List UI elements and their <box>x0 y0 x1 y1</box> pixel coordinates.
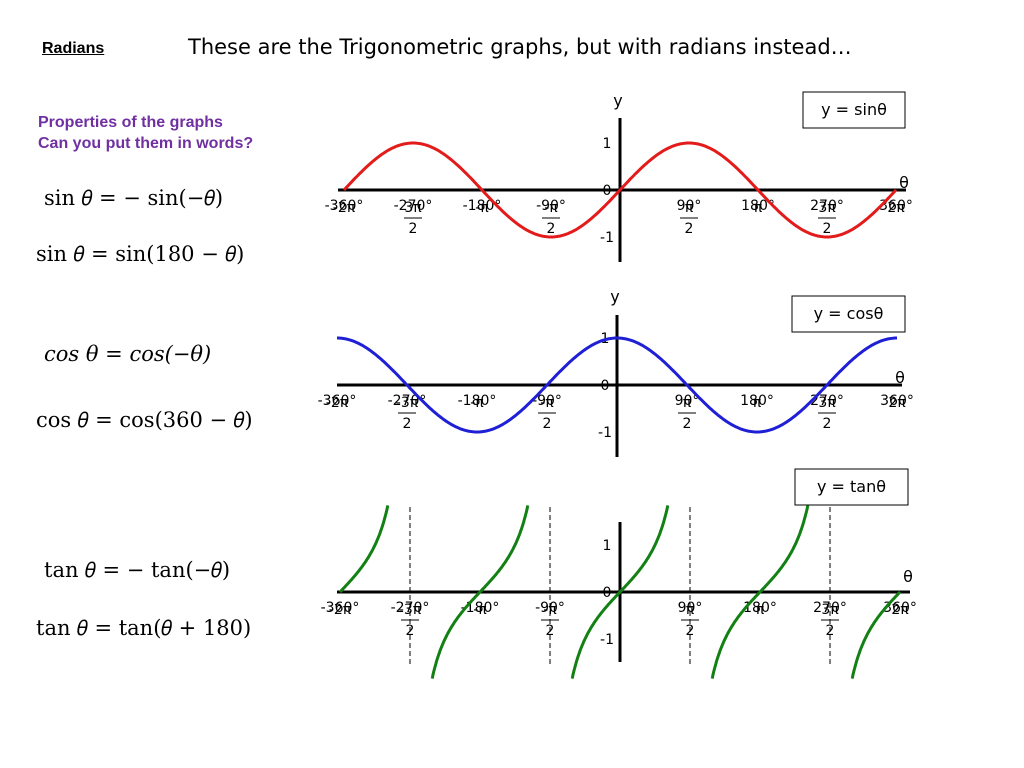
tan-x-tick-radian-numerator: π <box>686 602 695 618</box>
cos-x-tick-radian-denominator: 2 <box>543 416 552 432</box>
sin-y-tick-label: 1 <box>603 136 612 152</box>
page-title: These are the Trigonometric graphs, but … <box>188 35 852 59</box>
cos-y-tick-label: -1 <box>598 425 612 441</box>
sin-x-tick-radian-denominator: 2 <box>547 221 556 237</box>
tan-x-tick-radian: -π <box>473 602 487 618</box>
tan-y-tick-label: -1 <box>600 632 614 648</box>
cos-x-tick-degree: -90° <box>532 393 562 409</box>
cos-label-box <box>791 295 906 333</box>
tan-x-tick-radian: π <box>756 602 765 618</box>
tan-y-tick-label: 0 <box>603 585 612 601</box>
sin-x-tick-radian-numerator: -π <box>544 200 558 216</box>
sin-x-tick-degree: 360° <box>879 198 913 214</box>
sin-theta-axis-label: θ <box>899 173 909 192</box>
tan-curve-branch <box>710 505 810 679</box>
sin-x-tick-radian: -2π <box>333 200 356 216</box>
sin-x-tick-radian: 2π <box>887 200 905 216</box>
cos-x-tick-radian: π <box>753 395 762 411</box>
tan-x-tick-radian-numerator: 3π <box>821 602 839 618</box>
cos-x-tick-degree: 180° <box>740 393 774 409</box>
sin-y-tick-label: -1 <box>600 230 614 246</box>
tan-label-box <box>794 468 909 506</box>
tan-x-tick-radian-numerator: -3π <box>399 602 422 618</box>
cos-x-tick-radian-numerator: -3π <box>396 395 419 411</box>
sin-y-tick-label: 0 <box>603 183 612 199</box>
sin-x-tick-degree: 90° <box>677 198 702 214</box>
sin-x-tick-radian-denominator: 2 <box>823 221 832 237</box>
tan-curve-branch <box>338 505 390 594</box>
cos-x-tick-degree: -360° <box>318 393 357 409</box>
sin-x-tick-degree: -90° <box>536 198 566 214</box>
sin-x-tick-degree: -360° <box>325 198 364 214</box>
cos-x-tick-radian-numerator: 3π <box>818 395 836 411</box>
cos-x-tick-radian: 2π <box>888 395 906 411</box>
cos-curve <box>337 336 897 434</box>
tan-x-tick-radian: -2π <box>329 602 352 618</box>
tan-theta-axis-label: θ <box>903 567 913 586</box>
cos-x-tick-radian-numerator: -π <box>540 395 554 411</box>
cos-x-tick-radian-denominator: 2 <box>403 416 412 432</box>
properties-prompt: Properties of the graphs Can you put the… <box>38 112 253 154</box>
properties-line-1: Properties of the graphs <box>38 114 223 131</box>
cos-x-tick-radian-numerator: π <box>683 395 692 411</box>
cos-y-tick-label: 0 <box>601 378 610 394</box>
cos-x-tick-radian-denominator: 2 <box>823 416 832 432</box>
radians-heading: Radians <box>42 40 105 57</box>
sin-x-tick-degree: -270° <box>394 198 433 214</box>
cos-x-tick-radian: -π <box>470 395 484 411</box>
cos-x-tick-degree: 270° <box>810 393 844 409</box>
sin-x-tick-radian-numerator: 3π <box>818 200 836 216</box>
sin-label-box <box>802 91 906 129</box>
tan-x-tick-degree: 360° <box>883 600 917 616</box>
sin-x-tick-radian: π <box>754 200 763 216</box>
tan-x-tick-radian: 2π <box>891 602 909 618</box>
cos-x-tick-degree: -180° <box>458 393 497 409</box>
tan-x-tick-degree: 180° <box>743 600 777 616</box>
sin-curve <box>342 141 898 239</box>
tan-equation-label: y = tanθ <box>817 477 886 496</box>
cos-y-axis-label: y <box>610 287 619 306</box>
cos-x-tick-degree: 90° <box>675 393 700 409</box>
tan-curve-branch <box>430 505 530 679</box>
sin-x-tick-radian: -π <box>475 200 489 216</box>
sin-x-tick-degree: 180° <box>741 198 775 214</box>
tan-x-tick-degree: -360° <box>321 600 360 616</box>
sin-x-tick-radian-numerator: π <box>685 200 694 216</box>
properties-line-2: Can you put them in words? <box>38 135 254 152</box>
cos-x-tick-degree: 360° <box>880 393 914 409</box>
identity-sin-supplement: sin 𝜃 = sin(180 − 𝜃) <box>36 242 245 266</box>
identity-sin-odd: sin 𝜃 = − sin(−𝜃) <box>44 186 224 210</box>
cos-x-tick-radian: -2π <box>326 395 349 411</box>
sin-equation-label: y = sinθ <box>821 100 887 119</box>
sin-x-tick-radian-numerator: 3π <box>404 200 422 216</box>
tan-curve-branch <box>570 505 670 679</box>
cos-theta-axis-label: θ <box>895 368 905 387</box>
cos-equation-label: y = cosθ <box>814 304 884 323</box>
tan-y-tick-label: 1 <box>603 538 612 554</box>
sin-x-tick-degree: 270° <box>810 198 844 214</box>
sin-x-tick-radian-denominator: 2 <box>409 221 418 237</box>
cos-x-tick-radian-denominator: 2 <box>683 416 692 432</box>
tan-curve-branch <box>850 590 902 679</box>
sin-x-tick-radian-denominator: 2 <box>685 221 694 237</box>
identity-cos-complement: cos 𝜃 = cos(360 − 𝜃) <box>36 408 253 432</box>
identity-cos-even: 𝑐𝑜𝑠 𝜃 = 𝑐𝑜𝑠(−𝜃) <box>44 342 212 366</box>
sin-y-axis-label: y <box>613 91 622 110</box>
identity-tan-odd: tan 𝜃 = − tan(−𝜃) <box>44 558 231 582</box>
identity-tan-period: tan 𝜃 = tan(𝜃 + 180) <box>36 616 252 640</box>
tan-x-tick-radian-numerator: -π <box>543 602 557 618</box>
